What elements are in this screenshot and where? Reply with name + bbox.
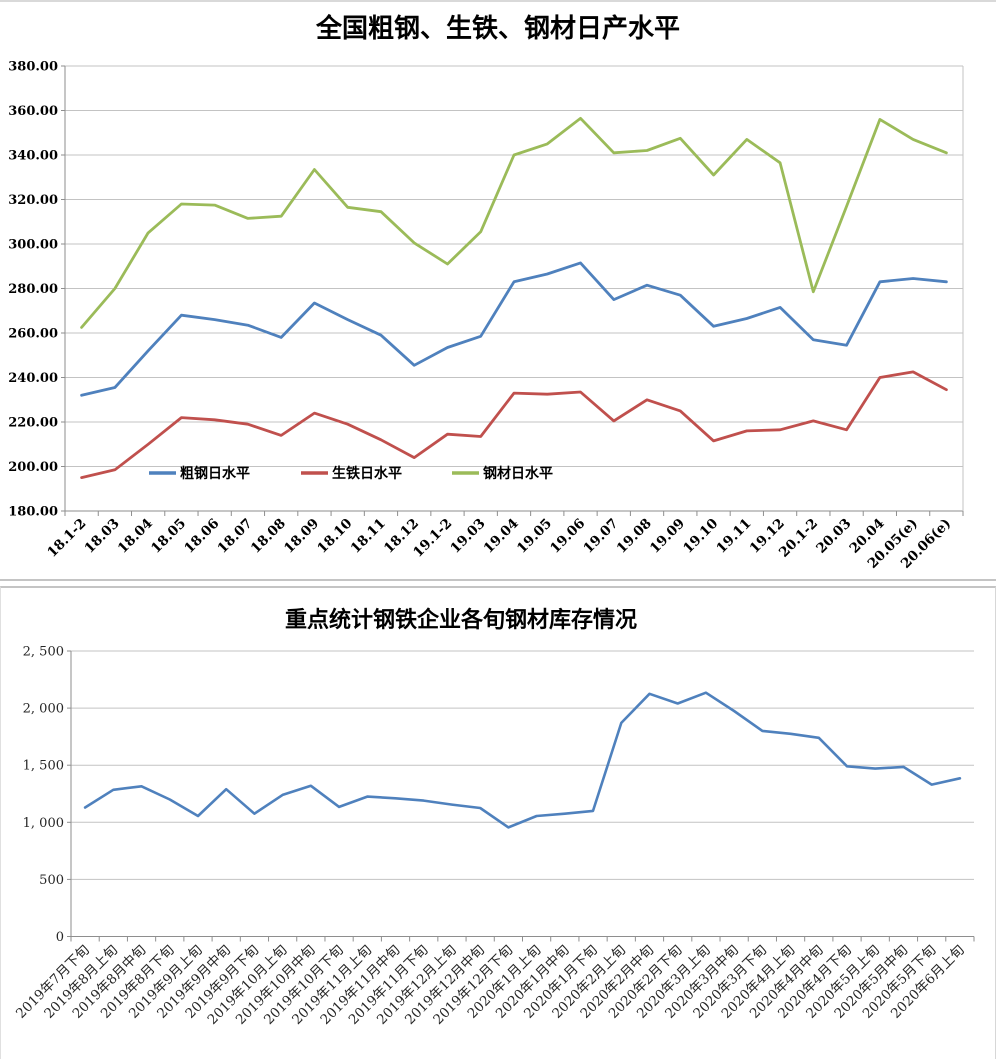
x-tick-label: 18.1-2	[44, 516, 89, 561]
y-tick-label: 260.00	[8, 327, 58, 342]
x-tick-label: 18.03	[82, 516, 123, 557]
steel-inventory-chart: 重点统计钢铁企业各旬钢材库存情况 2, 500 2, 000 1, 500 1, 00…	[0, 586, 996, 1059]
inventory-chart-title: 重点统计钢铁企业各旬钢材库存情况	[284, 607, 637, 633]
y-tick-label: 0	[56, 930, 64, 945]
x-tick-label: 18.07	[215, 516, 256, 557]
series-line-生铁日水平	[80, 370, 948, 480]
series-line-钢材库存	[83, 691, 962, 829]
y-tick-label: 1, 000	[23, 816, 64, 831]
y-tick-label: 340.00	[8, 149, 58, 164]
x-tick-label: 19.08	[614, 516, 655, 557]
x-tick-label: 18.10	[314, 516, 355, 557]
y-tick-label: 200.00	[8, 460, 58, 475]
y-tick-label: 360.00	[8, 104, 58, 119]
x-tick-label: 20.03	[813, 516, 854, 557]
daily-production-chart: 全国粗钢、生铁、钢材日产水平 380.00 360.00 340.00 320.00 3…	[0, 0, 996, 581]
x-tick-label: 19.11	[713, 516, 754, 557]
x-tick-label: 19.03	[447, 516, 488, 557]
x-tick-label: 18.04	[115, 516, 156, 557]
x-tick-label: 19.06	[547, 516, 588, 557]
x-tick-label: 18.09	[281, 516, 322, 557]
x-tick-label: 19.04	[481, 516, 522, 557]
legend-label-粗钢日水平: 粗钢日水平	[180, 465, 250, 482]
y-tick-label: 220.00	[8, 416, 58, 431]
x-tick-label: 18.11	[348, 516, 389, 557]
y-tick-label: 180.00	[8, 505, 58, 520]
y-tick-label: 240.00	[8, 371, 58, 386]
x-tick-label: 18.05	[148, 516, 189, 557]
production-chart-title: 全国粗钢、生铁、钢材日产水平	[315, 14, 680, 44]
x-tick-label: 19.09	[647, 516, 688, 557]
y-tick-label: 380.00	[8, 60, 58, 75]
y-tick-label: 280.00	[8, 282, 58, 297]
y-tick-label: 320.00	[8, 193, 58, 208]
x-tick-label: 19.05	[514, 516, 555, 557]
y-tick-label: 500	[39, 873, 64, 888]
y-tick-label: 1, 500	[23, 759, 64, 774]
legend-label-钢材日水平: 钢材日水平	[483, 465, 553, 482]
x-tick-label: 18.06	[181, 516, 222, 557]
y-tick-label: 2, 500	[23, 645, 64, 660]
production-chart-canvas: 380.00 360.00 340.00 320.00 300.00 280.00 260.…	[8, 60, 964, 572]
series-line-粗钢日水平	[80, 261, 948, 397]
series-line-钢材日水平	[80, 116, 948, 329]
x-tick-label: 19.10	[680, 516, 721, 557]
x-tick-label: 18.08	[248, 516, 289, 557]
x-tick-label: 19.07	[580, 516, 621, 557]
y-tick-label: 300.00	[8, 238, 58, 253]
legend-label-生铁日水平: 生铁日水平	[332, 465, 402, 482]
y-tick-label: 2, 000	[23, 702, 64, 717]
